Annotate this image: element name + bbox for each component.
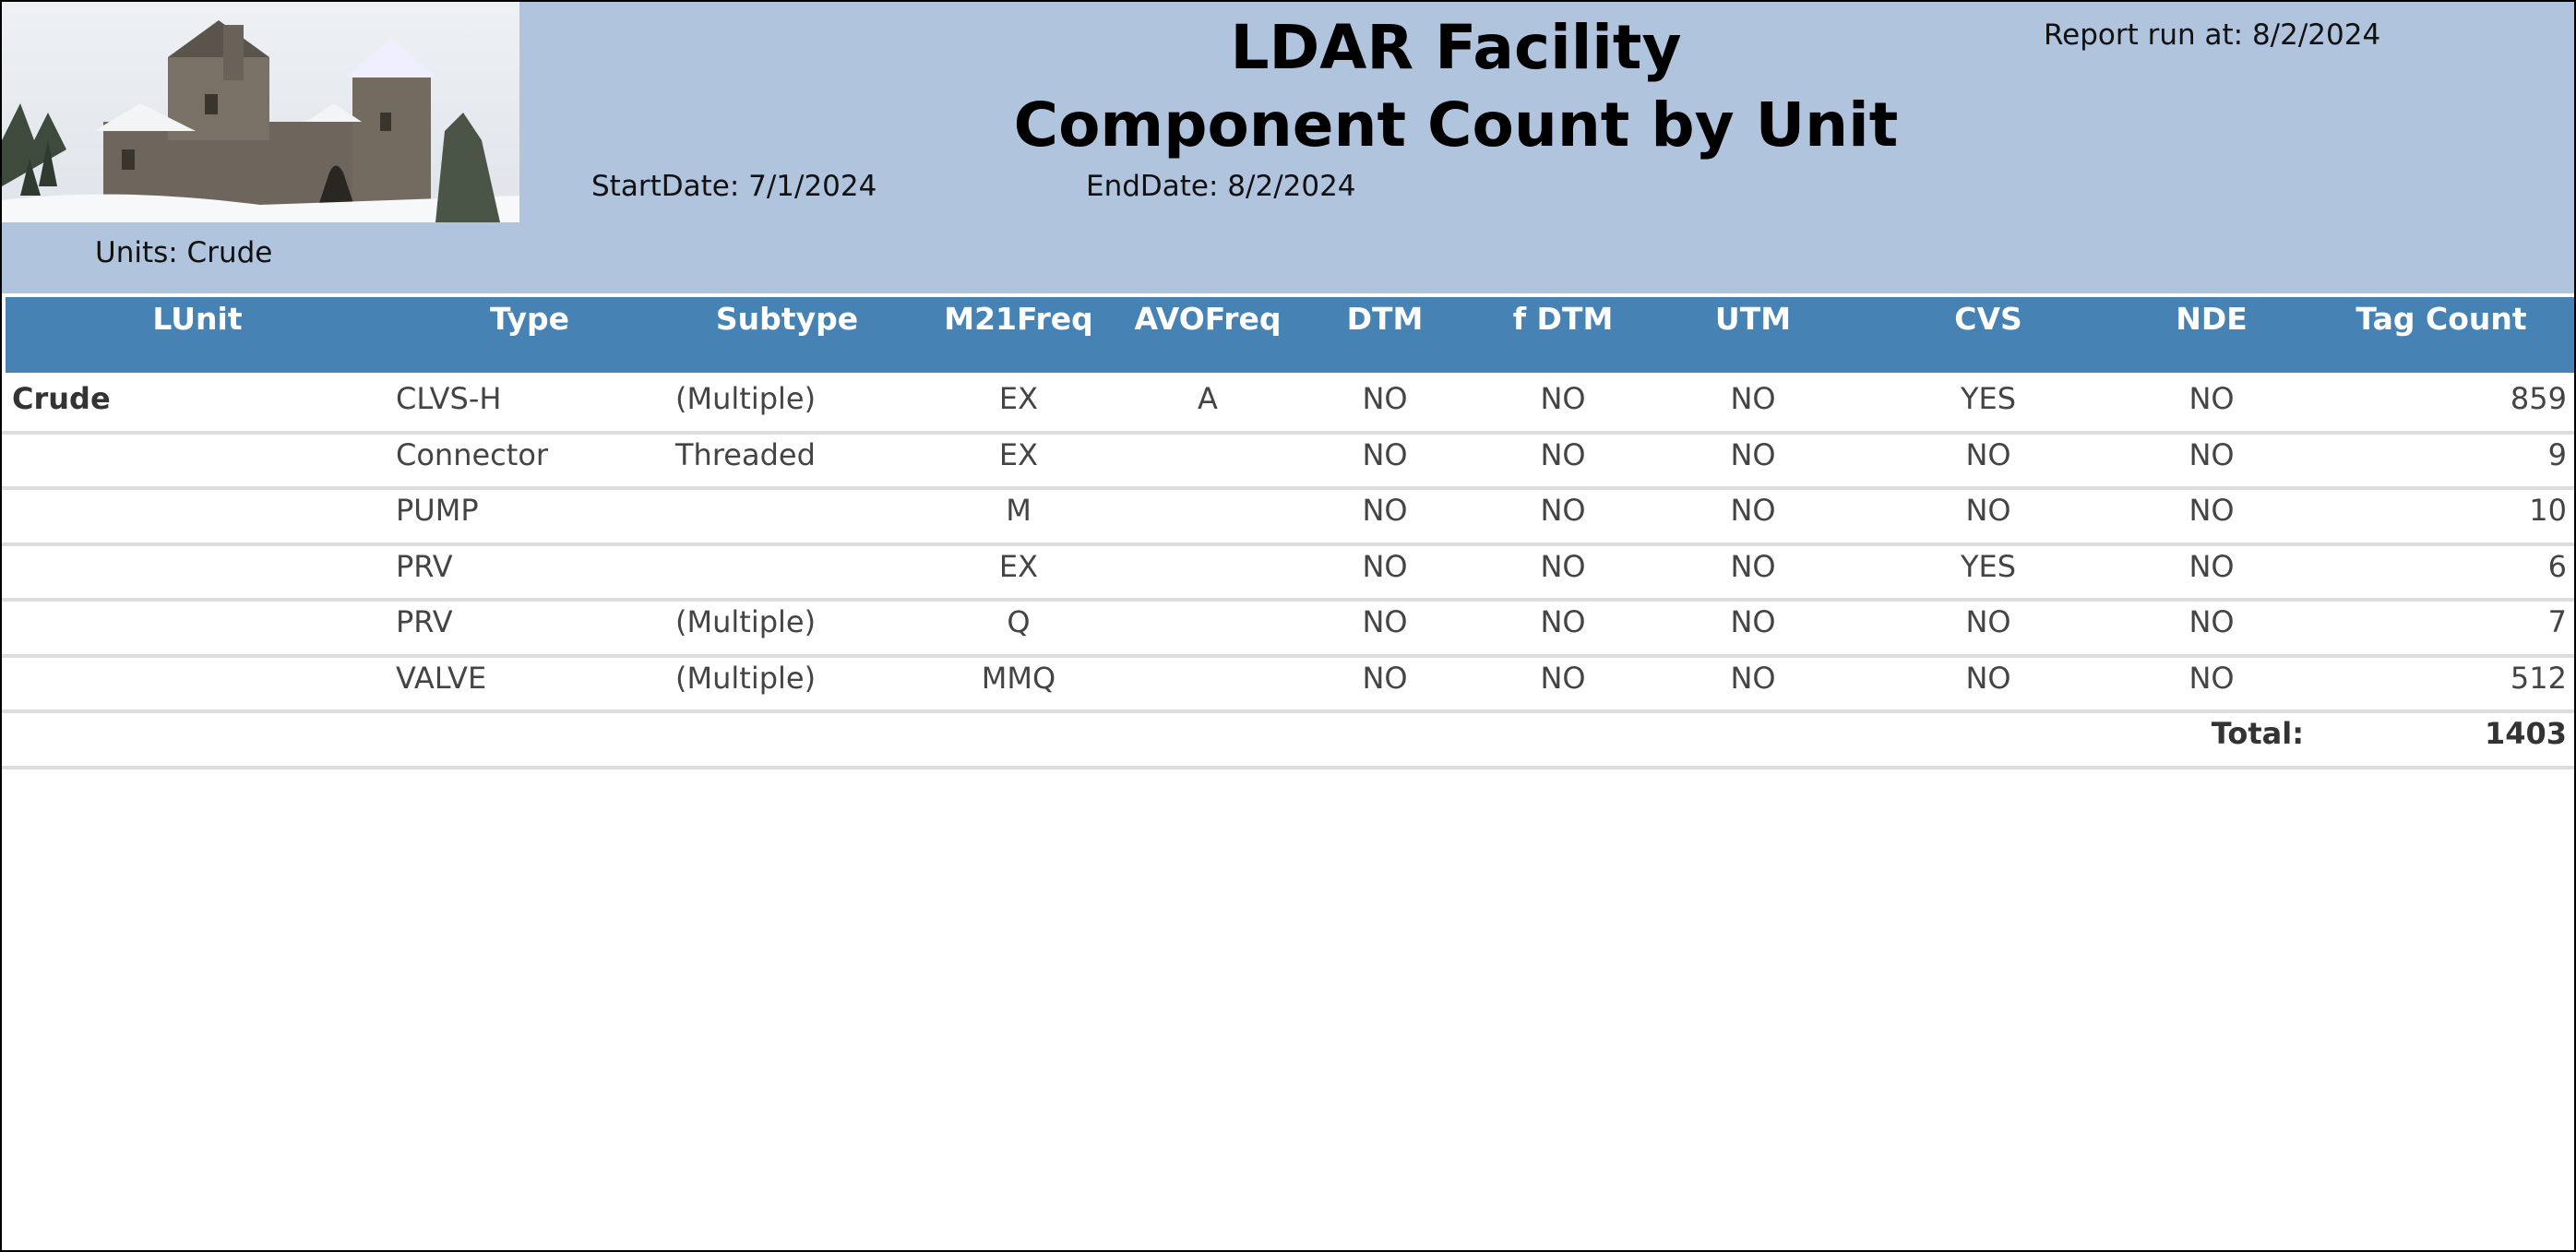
row-separator <box>2 765 2574 769</box>
report-run-date: Report run at: 8/2/2024 <box>2044 18 2381 52</box>
row-separator <box>2 542 2574 546</box>
table-cell: PRV <box>396 548 453 584</box>
table-cell: NO <box>1540 381 1586 416</box>
column-header: LUnit <box>152 301 243 337</box>
table-cell: YES <box>1960 381 2017 416</box>
table-cell: EX <box>998 436 1039 472</box>
table-cell: NO <box>1540 548 1586 584</box>
table-cell: 512 <box>2510 660 2567 696</box>
table-cell: NO <box>1362 493 1408 528</box>
table-cell: 10 <box>2529 493 2567 528</box>
column-header: Type <box>489 301 570 337</box>
table-cell: NO <box>2188 436 2235 472</box>
total-label: Total: <box>2211 716 2304 751</box>
column-header: Subtype <box>715 301 859 337</box>
table-cell: NO <box>1730 548 1776 584</box>
table-cell: (Multiple) <box>675 660 817 696</box>
table-cell: Connector <box>396 436 549 472</box>
column-header: M21Freq <box>944 301 1093 337</box>
table-cell: NO <box>2188 548 2235 584</box>
row-separator <box>2 709 2574 713</box>
table-cell: NO <box>1362 548 1408 584</box>
table-cell: NO <box>1730 436 1776 472</box>
table-cell: PRV <box>396 604 453 639</box>
table-cell: Crude <box>12 381 111 416</box>
table-cell: NO <box>1730 604 1776 639</box>
table-cell: NO <box>1362 660 1408 696</box>
table-cell: NO <box>2188 604 2235 639</box>
units-filter: Units: Crude <box>95 236 273 269</box>
table-cell: 9 <box>2547 436 2567 472</box>
table-cell: CLVS-H <box>396 381 502 416</box>
table-cell: 859 <box>2510 381 2567 416</box>
column-header: NDE <box>2176 301 2248 337</box>
table-cell: M <box>1006 493 1032 528</box>
table-cell: NO <box>1540 604 1586 639</box>
table-cell: VALVE <box>396 660 487 696</box>
table-cell: NO <box>1362 604 1408 639</box>
row-separator <box>2 486 2574 490</box>
table-cell: NO <box>1540 436 1586 472</box>
table-cell: NO <box>1730 381 1776 416</box>
table-cell: NO <box>1730 493 1776 528</box>
table-cell: NO <box>1965 660 2011 696</box>
logo-image <box>2 2 519 222</box>
table-cell: NO <box>1730 660 1776 696</box>
table-cell: EX <box>998 381 1039 416</box>
table-cell: A <box>1198 381 1218 416</box>
table-cell: NO <box>1540 493 1586 528</box>
row-separator <box>2 430 2574 435</box>
column-header: Tag Count <box>2355 301 2527 337</box>
table-cell: YES <box>1960 548 2017 584</box>
table-cell: NO <box>1540 660 1586 696</box>
table-cell: (Multiple) <box>675 381 817 416</box>
table-cell: Threaded <box>675 436 816 472</box>
column-header: UTM <box>1714 301 1792 337</box>
row-separator <box>2 653 2574 658</box>
table-cell: NO <box>1965 436 2011 472</box>
column-header: CVS <box>1954 301 2022 337</box>
row-separator <box>2 598 2574 602</box>
table-cell: NO <box>2188 381 2235 416</box>
report-title: LDAR Facility <box>1230 12 1682 83</box>
total-value: 1403 <box>2484 716 2567 751</box>
table-cell: NO <box>2188 493 2235 528</box>
column-header: AVOFreq <box>1134 301 1282 337</box>
column-header: f DTM <box>1512 301 1614 337</box>
table-cell: NO <box>1965 604 2011 639</box>
table-cell: NO <box>1362 381 1408 416</box>
table-cell: PUMP <box>396 493 479 528</box>
table-cell: 6 <box>2547 548 2567 584</box>
table-cell: NO <box>1362 436 1408 472</box>
start-date: StartDate: 7/1/2024 <box>591 170 877 203</box>
table-cell: 7 <box>2547 604 2567 639</box>
report-subtitle: Component Count by Unit <box>1013 89 1899 161</box>
table-cell: EX <box>998 548 1039 584</box>
table-cell: MMQ <box>981 660 1056 696</box>
end-date: EndDate: 8/2/2024 <box>1086 170 1356 203</box>
table-cell: Q <box>1007 604 1031 639</box>
table-header <box>6 297 2574 373</box>
column-header: DTM <box>1346 301 1424 337</box>
table-cell: (Multiple) <box>675 604 817 639</box>
table-cell: NO <box>2188 660 2235 696</box>
table-cell: NO <box>1965 493 2011 528</box>
